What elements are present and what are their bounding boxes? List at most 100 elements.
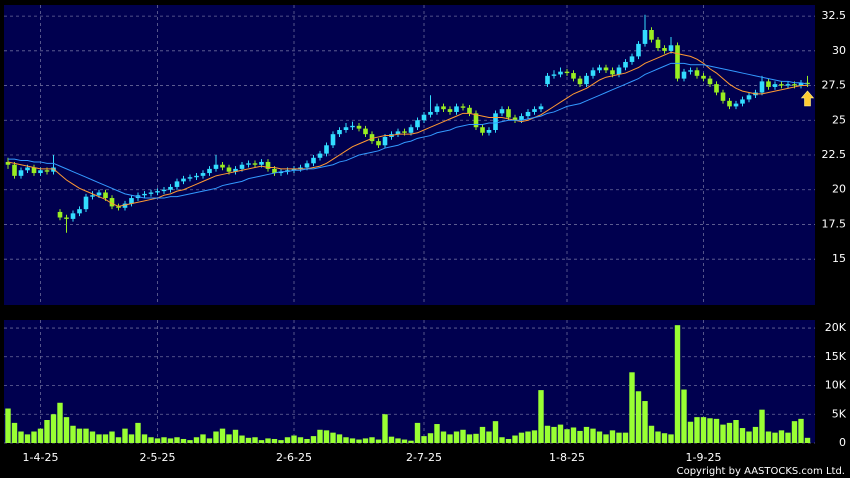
candle-body — [96, 192, 102, 196]
candle-body — [285, 170, 290, 172]
volume-bar — [44, 420, 50, 443]
volume-bar — [453, 431, 460, 443]
volume-bar — [427, 433, 434, 443]
x-tick-label: 2-6-25 — [276, 451, 312, 464]
candle-body — [174, 181, 180, 187]
candle-body — [779, 84, 784, 86]
candle-body — [129, 198, 134, 204]
y-tick-label: 17.5 — [822, 217, 847, 230]
volume-bar — [50, 414, 57, 443]
volume-bar — [733, 420, 739, 443]
candle-body — [746, 95, 752, 100]
volume-bar — [570, 427, 577, 443]
volume-bar — [167, 438, 174, 443]
volume-bar — [284, 437, 291, 443]
volume-bar — [785, 432, 791, 443]
candle-body — [83, 196, 89, 210]
volume-bar — [37, 428, 44, 443]
candle-body — [714, 84, 719, 93]
candle-body — [5, 161, 11, 165]
volume-bar — [674, 325, 681, 443]
candle-body — [772, 84, 778, 87]
volume-bar — [323, 430, 330, 443]
volume-bar — [629, 372, 635, 443]
volume-bar — [388, 436, 395, 443]
candle-body — [402, 131, 407, 133]
volume-bar — [96, 434, 102, 443]
candle-body — [545, 75, 550, 85]
candle-body — [707, 78, 713, 85]
candle-body — [304, 163, 310, 168]
y-tick-label: 20K — [825, 321, 847, 334]
volume-bar — [440, 431, 447, 443]
volume-bar — [382, 414, 388, 443]
candle-body — [603, 67, 609, 71]
volume-bar — [447, 434, 453, 443]
candle-body — [467, 107, 472, 114]
volume-panel — [4, 320, 815, 443]
volume-bar — [421, 436, 427, 443]
volume-bar — [473, 433, 479, 443]
volume-bar — [375, 439, 382, 443]
candle-body — [499, 109, 505, 114]
volume-bar — [154, 438, 161, 443]
volume-bar — [531, 430, 538, 443]
volume-bar — [681, 389, 687, 443]
candle-body — [577, 78, 583, 85]
candle-body — [382, 136, 388, 146]
candle-body — [655, 39, 661, 49]
candle-body — [103, 192, 108, 199]
volume-bar — [63, 417, 70, 443]
candle-body — [798, 82, 804, 86]
candle-body — [408, 127, 414, 133]
candle-body — [376, 141, 381, 146]
y-tick-label: 0 — [839, 436, 846, 449]
volume-bar — [193, 437, 200, 443]
volume-bar — [492, 421, 499, 443]
volume-bar — [83, 428, 89, 443]
candle-body — [616, 67, 622, 75]
volume-bar — [109, 431, 115, 443]
volume-bar — [304, 438, 310, 443]
volume-bar — [232, 429, 239, 443]
candle-body — [460, 106, 466, 108]
candle-body — [558, 71, 563, 75]
x-tick-label: 1-4-25 — [23, 451, 59, 464]
volume-bar — [76, 428, 83, 443]
volume-bar — [187, 440, 193, 443]
candle-body — [688, 70, 693, 72]
candle-body — [597, 67, 602, 71]
candle-body — [590, 70, 596, 76]
volume-bar — [434, 424, 440, 443]
candle-body — [805, 82, 810, 85]
volume-bar — [252, 437, 258, 443]
volume-bar — [778, 430, 785, 443]
moving-average — [8, 62, 808, 199]
candle-body — [642, 30, 648, 44]
volume-bar — [518, 432, 525, 443]
volume-bar — [258, 440, 265, 443]
volume-bar — [213, 431, 219, 443]
candle-body — [525, 111, 531, 117]
candle-body — [532, 109, 537, 112]
volume-bar — [265, 438, 271, 443]
volume-bar — [583, 426, 590, 443]
y-tick-label: 10K — [825, 379, 847, 392]
volume-bar — [369, 437, 375, 443]
candle-body — [512, 117, 518, 121]
volume-bar — [791, 421, 798, 443]
volume-bar — [161, 437, 167, 443]
volume-bar — [609, 430, 616, 443]
volume-bar — [752, 426, 759, 443]
volume-bar — [317, 429, 323, 443]
candle-body — [51, 167, 56, 172]
volume-bar — [122, 428, 128, 443]
candle-body — [740, 99, 745, 104]
volume-bar — [596, 431, 603, 443]
candle-body — [701, 75, 706, 79]
candle-body — [343, 127, 349, 130]
volume-bar — [765, 431, 772, 443]
candle-body — [57, 211, 63, 218]
price-panel — [4, 5, 815, 305]
